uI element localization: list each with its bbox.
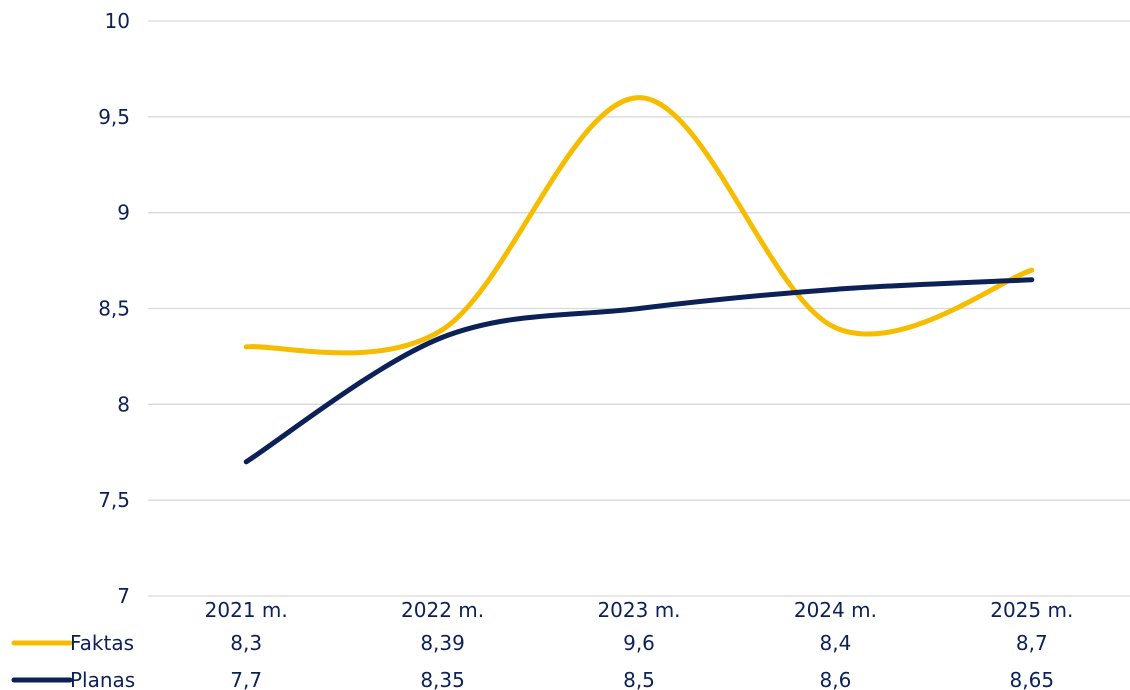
series-line-planas	[246, 280, 1032, 462]
data-table-value: 8,5	[623, 668, 655, 690]
x-category-label: 2023 m.	[597, 598, 680, 622]
data-table-value: 8,3	[230, 631, 262, 655]
series-lines	[246, 98, 1032, 462]
data-table-value: 7,7	[230, 668, 262, 690]
y-tick-label: 10	[105, 9, 130, 33]
data-table-value: 9,6	[623, 631, 655, 655]
data-table-value: 8,6	[819, 668, 851, 690]
y-tick-label: 7,5	[98, 488, 130, 512]
x-category-label: 2021 m.	[205, 598, 288, 622]
data-table-value: 8,39	[420, 631, 465, 655]
legend-label: Faktas	[70, 631, 134, 655]
x-category-label: 2025 m.	[990, 598, 1073, 622]
y-tick-label: 9	[117, 201, 130, 225]
legend-label: Planas	[70, 668, 135, 690]
x-category-label: 2022 m.	[401, 598, 484, 622]
data-table-value: 8,7	[1016, 631, 1048, 655]
series-line-faktas	[246, 98, 1032, 353]
y-tick-label: 7	[117, 584, 130, 608]
data-table-value: 8,4	[819, 631, 851, 655]
data-table-value: 8,35	[420, 668, 465, 690]
x-category-label: 2024 m.	[794, 598, 877, 622]
y-axis-tick-labels: 7 7,5 8 8,5 9 9,5 10	[98, 9, 130, 608]
x-axis-category-labels: 2021 m. 2022 m. 2023 m. 2024 m. 2025 m.	[205, 598, 1074, 622]
data-table-value: 8,65	[1010, 668, 1055, 690]
y-tick-label: 9,5	[98, 105, 130, 129]
y-tick-label: 8	[117, 392, 130, 416]
data-table: Faktas 8,3 8,39 9,6 8,4 8,7 Planas 7,7 8,35 8,5 8,…	[14, 631, 1054, 690]
y-tick-label: 8,5	[98, 297, 130, 321]
